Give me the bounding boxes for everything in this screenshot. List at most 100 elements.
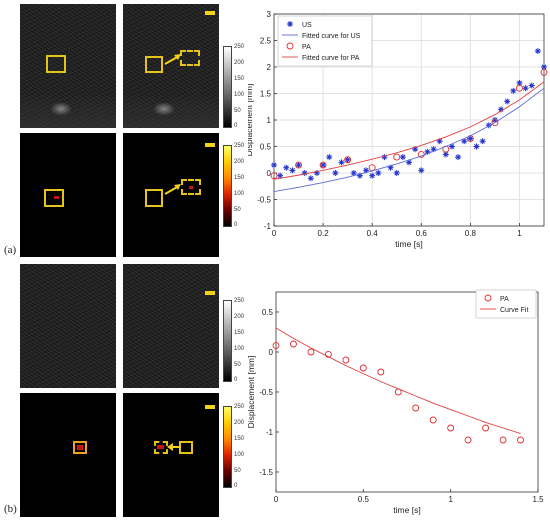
colorbar-ticks-b-pa: 250 200 150 100 50 0 bbox=[234, 404, 245, 489]
scale-bar-a-pa bbox=[205, 143, 215, 147]
series-line-3 bbox=[273, 81, 545, 180]
data-point-star bbox=[479, 138, 486, 145]
data-point-circle bbox=[307, 348, 315, 356]
panel-label-a: (a) bbox=[4, 244, 17, 256]
pa-signal-b-left bbox=[77, 445, 83, 450]
data-point-circle bbox=[464, 436, 472, 444]
data-point-circle bbox=[295, 161, 302, 169]
x-axis-label: time [s] bbox=[393, 505, 420, 515]
pa-signal-a-right bbox=[189, 186, 193, 189]
data-point-star bbox=[522, 85, 529, 92]
zoom-box-b-pa bbox=[154, 441, 168, 454]
x-tick-label: 0.4 bbox=[367, 229, 379, 238]
colorbar-a-us bbox=[223, 46, 232, 128]
data-point-circle bbox=[344, 156, 352, 164]
pa-image-b-left bbox=[20, 393, 116, 517]
data-point-star bbox=[369, 172, 376, 179]
x-tick-label: 1 bbox=[448, 495, 453, 504]
y-tick-label: 3 bbox=[267, 10, 272, 19]
x-tick-label: 1.5 bbox=[532, 495, 544, 504]
data-point-circle bbox=[447, 424, 455, 432]
y-tick-label: 2.5 bbox=[260, 37, 272, 46]
data-point-circle bbox=[499, 436, 507, 444]
data-point-star bbox=[381, 154, 388, 161]
pa-signal-b-right bbox=[157, 445, 164, 449]
panel-label-b: (b) bbox=[4, 503, 17, 515]
roi-box-b-pa-left bbox=[73, 441, 87, 454]
data-point-star bbox=[338, 159, 345, 166]
data-point-circle bbox=[540, 68, 548, 76]
y-tick-label: 0.5 bbox=[260, 143, 272, 152]
data-point-star bbox=[350, 170, 357, 176]
y-tick-label: -0.5 bbox=[259, 388, 273, 397]
x-tick-label: 0.6 bbox=[416, 229, 428, 238]
data-point-circle bbox=[359, 364, 367, 372]
data-point-star bbox=[289, 167, 296, 174]
us-image-b-left bbox=[20, 264, 116, 388]
colorbar-a-pa bbox=[223, 145, 232, 227]
y-tick-label: 1.5 bbox=[260, 90, 272, 99]
us-image-b-right bbox=[123, 264, 219, 388]
us-image-a-right bbox=[123, 4, 219, 128]
legend-box bbox=[475, 289, 537, 319]
data-point-star bbox=[344, 156, 351, 163]
y-axis-label: Displacement [mm] bbox=[248, 356, 256, 429]
data-point-star bbox=[393, 170, 400, 176]
y-tick-label: -0.5 bbox=[257, 196, 271, 205]
zoom-box-a-us bbox=[180, 50, 200, 66]
pa-image-a-right bbox=[123, 133, 219, 257]
y-tick-label: -1 bbox=[264, 222, 272, 231]
data-point-circle bbox=[516, 84, 523, 92]
data-point-star bbox=[301, 170, 308, 176]
legend-label: Fitted curve for PA bbox=[302, 55, 360, 62]
data-point-star bbox=[467, 135, 474, 142]
y-axis-label: Displacement [mm] bbox=[248, 84, 254, 157]
x-tick-label: 0 bbox=[272, 229, 277, 238]
legend-label: PA bbox=[302, 44, 311, 51]
series-line-1 bbox=[275, 327, 521, 435]
data-point-star bbox=[320, 162, 327, 169]
data-point-star bbox=[534, 48, 541, 55]
colorbar-ticks-b-us: 250 200 150 100 50 0 bbox=[234, 298, 245, 383]
colorbar-ticks-a-pa: 250 200 150 100 50 0 bbox=[234, 143, 245, 228]
scale-bar-a-us bbox=[205, 11, 215, 15]
legend-label: US bbox=[302, 22, 312, 29]
data-point-circle bbox=[412, 404, 420, 412]
x-tick-label: 1 bbox=[517, 229, 522, 238]
data-point-star bbox=[406, 159, 412, 166]
x-tick-label: 0 bbox=[274, 495, 279, 504]
arrow-a-us bbox=[164, 54, 181, 65]
data-point-star bbox=[455, 154, 462, 161]
legend-label: Fitted curve for US bbox=[302, 33, 361, 40]
data-point-star bbox=[295, 162, 302, 169]
data-point-star bbox=[326, 154, 333, 161]
y-tick-label: -1 bbox=[266, 428, 274, 437]
data-point-star bbox=[375, 170, 382, 176]
data-point-star bbox=[461, 138, 468, 145]
data-point-circle bbox=[324, 350, 332, 358]
data-point-circle bbox=[429, 416, 437, 424]
data-point-star bbox=[399, 154, 406, 161]
arrow-a-pa bbox=[164, 184, 181, 195]
legend-box bbox=[277, 15, 373, 67]
y-tick-label: -1.5 bbox=[259, 468, 273, 477]
data-point-star bbox=[504, 98, 511, 105]
data-point-circle bbox=[270, 172, 278, 180]
colorbar-b-pa bbox=[223, 406, 232, 488]
data-point-circle bbox=[290, 340, 297, 348]
data-point-circle bbox=[491, 119, 499, 127]
colorbar-ticks-a-us: 250 200 150 100 50 0 bbox=[234, 44, 245, 129]
data-point-circle bbox=[377, 368, 385, 376]
x-tick-label: 0.2 bbox=[318, 229, 330, 238]
y-tick-label: 2 bbox=[267, 63, 272, 72]
data-point-circle bbox=[342, 356, 350, 364]
chart-a-displacement: 0 0.2 0.4 0.6 0.8 1 -1 -0.5 0 0.5 1 1.5 2 2.5 3 time [s… bbox=[248, 10, 548, 249]
data-point-star bbox=[473, 143, 480, 150]
x-tick-label: 0.8 bbox=[465, 229, 477, 238]
roi-box-a-pa-right bbox=[145, 189, 163, 207]
data-point-star bbox=[448, 143, 455, 150]
legend-label: Curve Fit bbox=[500, 307, 528, 314]
legend-marker-circle bbox=[286, 42, 294, 50]
data-point-star bbox=[528, 82, 535, 89]
legend-marker-circle bbox=[484, 294, 492, 302]
